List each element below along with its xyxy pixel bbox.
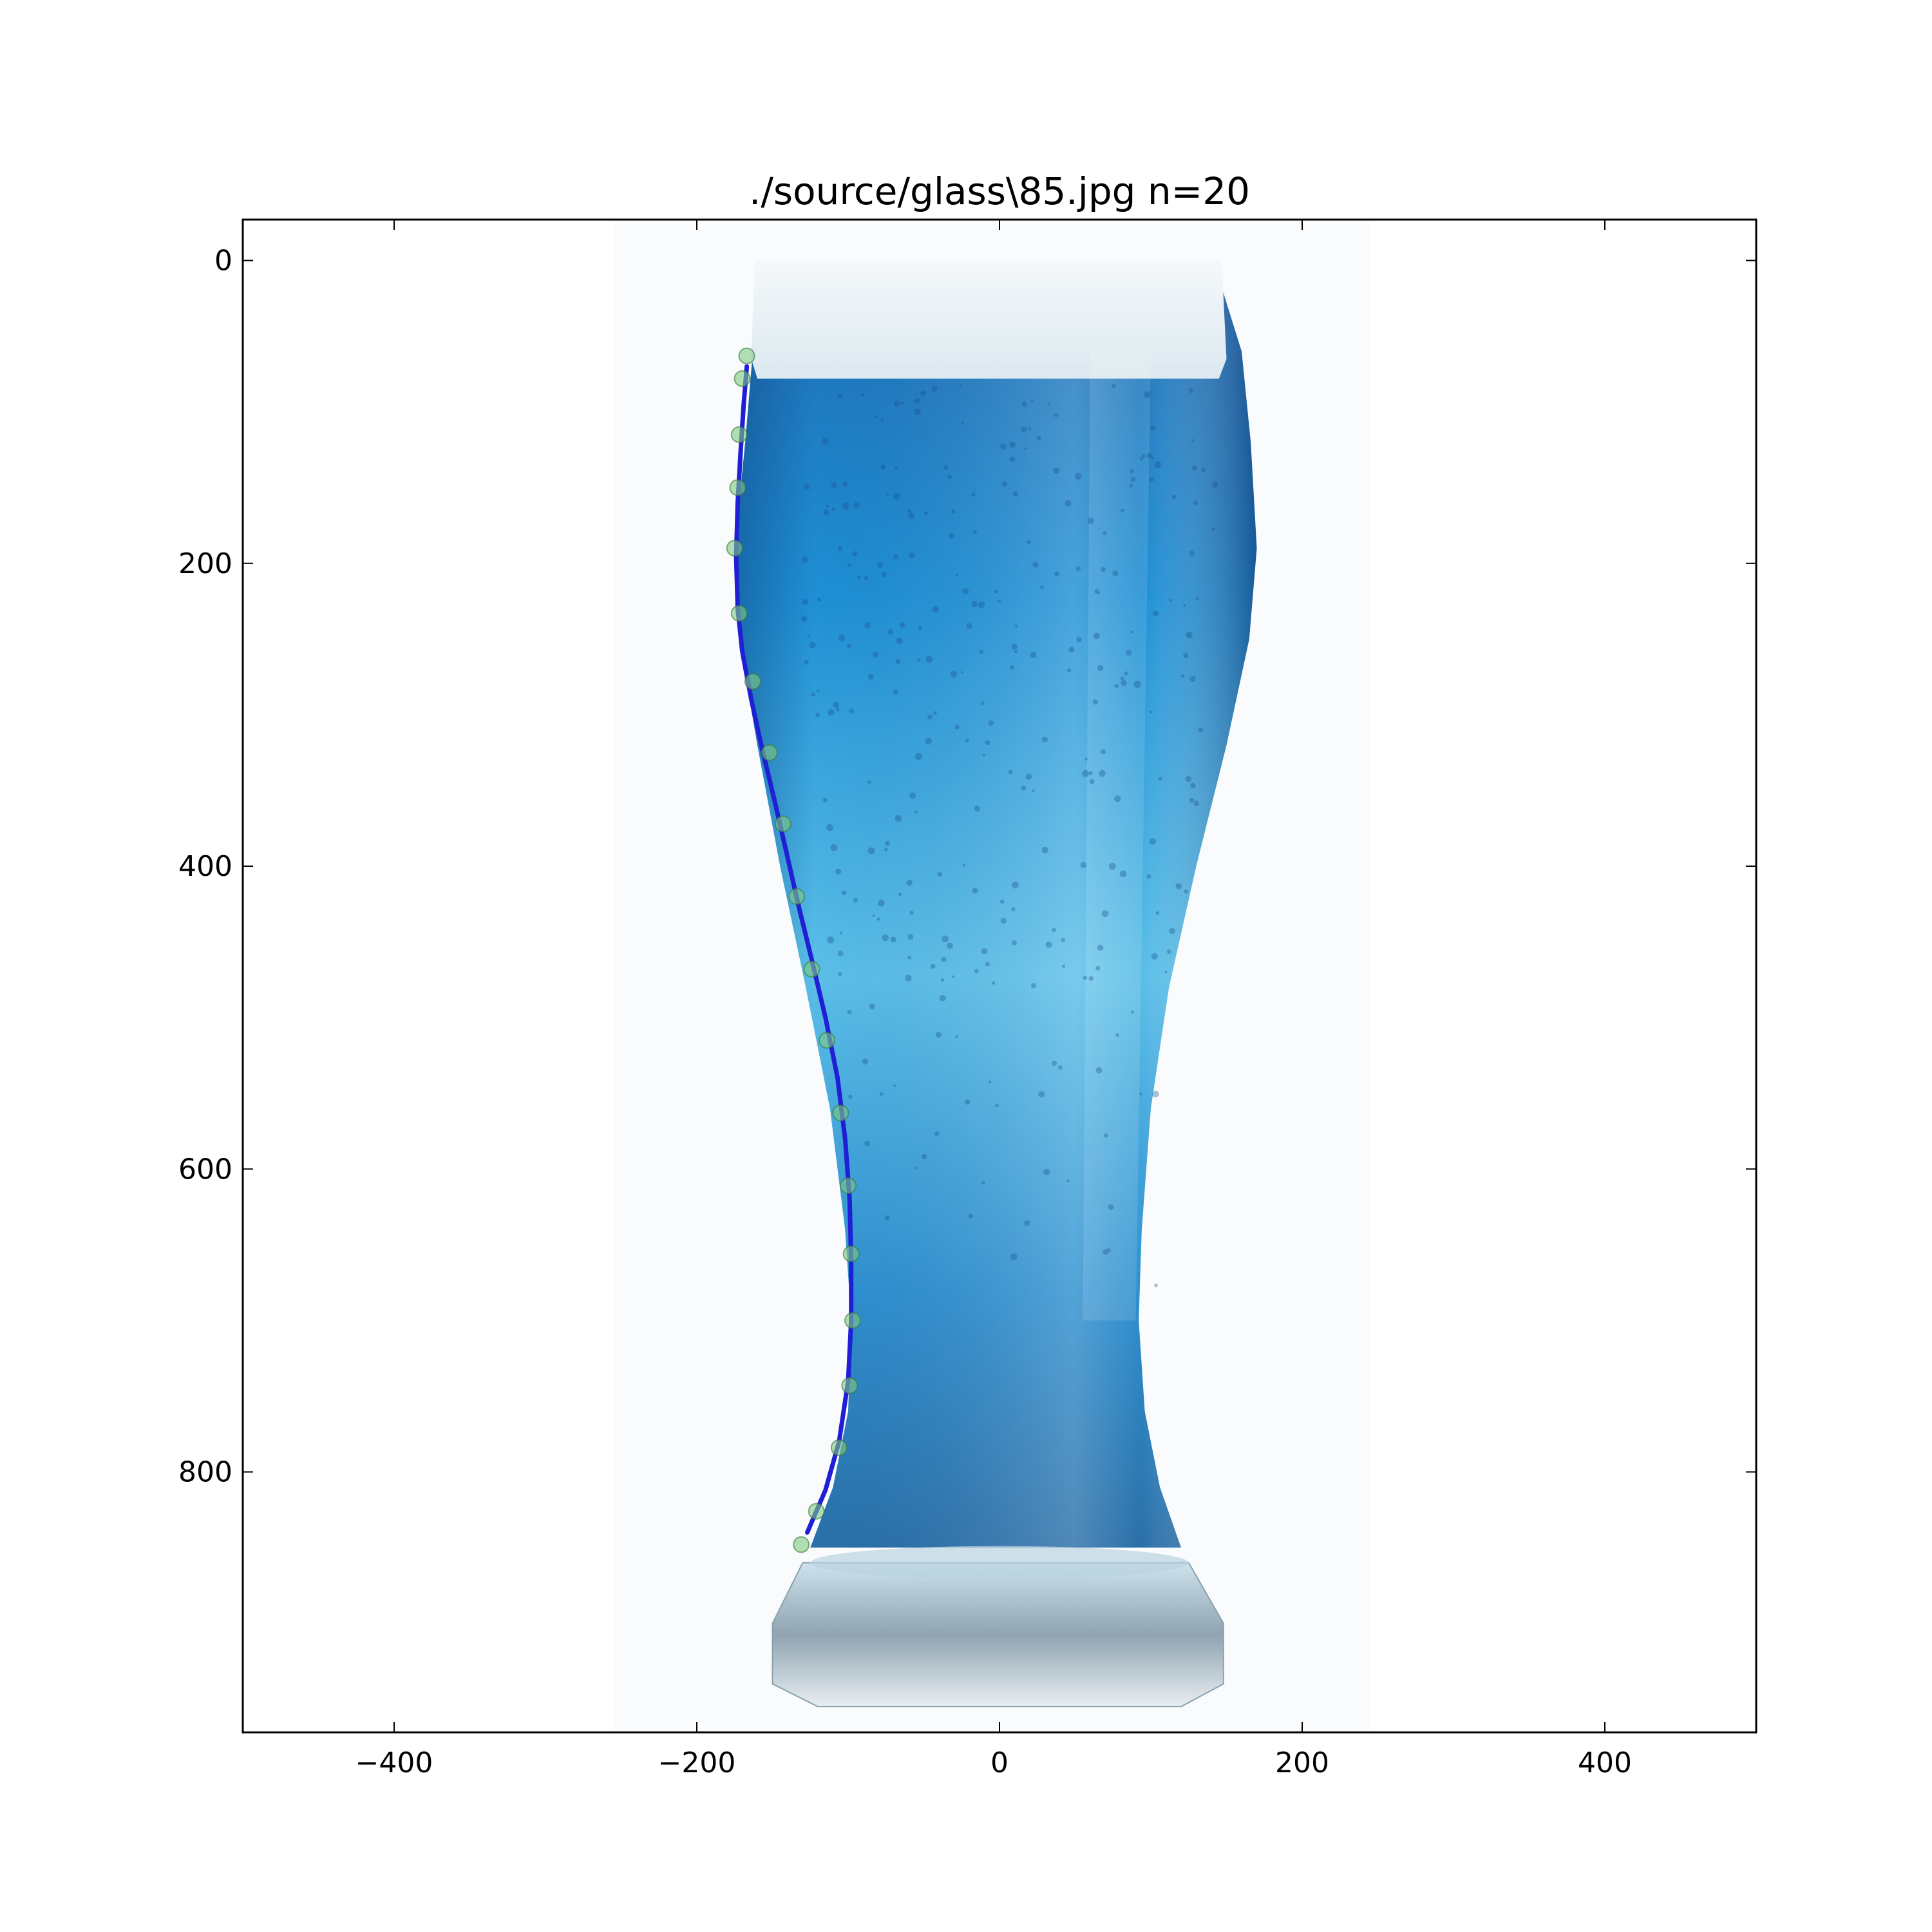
y-tick-label: 600 [178, 1153, 232, 1186]
data-point [730, 426, 748, 443]
y-tick-label: 400 [178, 850, 232, 883]
beer-shading [734, 278, 1257, 1548]
data-point [761, 744, 778, 761]
data-point [793, 1536, 810, 1553]
foam-head [751, 260, 1227, 379]
x-tick-label: 0 [990, 1747, 1009, 1779]
data-point [729, 479, 746, 497]
y-tick-label: 0 [214, 244, 232, 277]
data-point [738, 347, 755, 365]
y-axis: 0 200 400 600 800 [178, 244, 1756, 1489]
data-point [830, 1439, 848, 1456]
data-point [803, 960, 820, 978]
data-point [819, 1032, 836, 1049]
data-point [844, 1312, 862, 1329]
data-point [788, 888, 806, 905]
data-point [744, 673, 761, 690]
data-point [726, 540, 743, 557]
bubbles [801, 384, 1218, 1287]
x-tick-label: 200 [1275, 1747, 1329, 1779]
data-point [734, 370, 751, 387]
x-axis: −400 −200 0 200 400 [355, 220, 1632, 1779]
glass-base-rim [810, 1546, 1189, 1580]
data-point [841, 1377, 858, 1394]
x-tick-label: 400 [1578, 1747, 1632, 1779]
y-tick-label: 800 [178, 1456, 232, 1489]
data-point [730, 605, 748, 622]
chart-title: ./source/glass\85.jpg n=20 [749, 169, 1250, 213]
data-point [774, 815, 791, 833]
data-point [832, 1104, 849, 1122]
x-tick-label: −400 [355, 1747, 433, 1779]
glass-photo [613, 220, 1370, 1732]
series-layer [726, 347, 862, 1553]
glass-highlight [1083, 351, 1151, 1321]
data-point [808, 1502, 825, 1520]
y-tick-label: 200 [178, 547, 232, 580]
glass-base [772, 1562, 1224, 1707]
data-point [840, 1177, 857, 1195]
x-tick-label: −200 [658, 1747, 736, 1779]
data-point [842, 1245, 860, 1262]
